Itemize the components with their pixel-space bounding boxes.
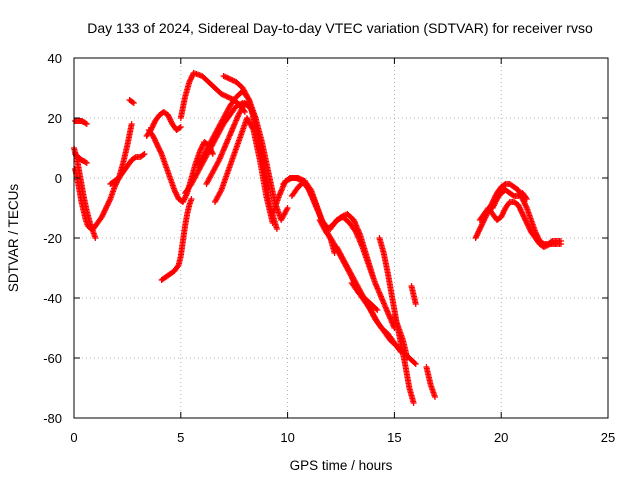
data-point	[431, 394, 438, 400]
chart-title: Day 133 of 2024, Sidereal Day-to-day VTE…	[87, 20, 593, 36]
x-tick-label: 0	[70, 430, 77, 445]
data-point	[176, 124, 183, 131]
data-point	[83, 160, 90, 166]
data-point	[412, 361, 419, 367]
series-arc-29	[489, 187, 530, 211]
series-arc-11	[177, 70, 248, 121]
data-points	[71, 70, 565, 406]
data-point	[209, 151, 216, 157]
series-arc-19	[288, 178, 398, 331]
series-arc-6	[107, 151, 148, 187]
series-arc-28	[476, 199, 565, 250]
series-arc-26	[423, 364, 438, 400]
x-tick-label: 20	[494, 430, 508, 445]
data-point	[217, 188, 224, 195]
y-tick-label: -80	[43, 411, 62, 426]
x-axis-label: GPS time / hours	[290, 458, 393, 473]
x-tick-label: 10	[280, 430, 294, 445]
y-tick-label: 20	[48, 111, 62, 126]
data-point	[523, 203, 530, 210]
y-axis-label: SDTVAR / TECUs	[6, 184, 21, 293]
data-point	[373, 306, 380, 312]
data-point	[411, 360, 418, 366]
data-point	[82, 120, 89, 127]
grid	[74, 58, 608, 418]
series-arc-25	[408, 283, 419, 307]
series-arc-24	[391, 313, 411, 361]
data-point	[92, 235, 99, 241]
data-point	[245, 95, 252, 102]
y-tick-label: 0	[55, 171, 62, 186]
y-tick-label: -40	[43, 291, 62, 306]
series-arc-3	[72, 151, 90, 166]
data-point	[273, 226, 280, 232]
data-point	[83, 121, 90, 127]
axis-ticks: 0 5 10 15 20 25 40 20 0 -20 -40 -60 -80	[43, 51, 615, 445]
data-point	[177, 124, 184, 130]
series-arc-5	[90, 121, 135, 232]
data-point	[412, 301, 419, 307]
data-point	[82, 159, 89, 166]
data-point	[374, 307, 381, 313]
data-point	[215, 158, 222, 165]
data-point	[129, 99, 136, 106]
x-tick-label: 25	[601, 430, 615, 445]
data-point	[128, 121, 135, 127]
data-point	[157, 149, 164, 156]
series-arc-22	[348, 280, 381, 313]
x-tick-label: 15	[387, 430, 401, 445]
data-point	[284, 205, 291, 211]
y-tick-label: -20	[43, 231, 62, 246]
data-point	[130, 100, 137, 106]
series-arc-7	[126, 97, 137, 106]
series-arc-4	[72, 166, 95, 232]
data-point	[174, 263, 181, 270]
data-point	[141, 151, 148, 157]
series-arc-15	[211, 115, 276, 226]
data-point	[283, 206, 290, 213]
series-arc-10	[158, 196, 195, 283]
series-arc-12	[182, 100, 259, 196]
data-point	[188, 196, 195, 202]
data-point	[523, 196, 530, 202]
x-tick-label: 5	[177, 430, 184, 445]
data-point	[522, 194, 529, 201]
series-arc-16	[220, 73, 291, 223]
y-tick-label: -60	[43, 351, 62, 366]
data-point	[269, 220, 276, 226]
series-arc-2	[72, 118, 90, 127]
data-point	[410, 400, 417, 406]
data-point	[558, 241, 565, 247]
data-point	[249, 125, 256, 132]
data-point	[140, 151, 147, 158]
data-point	[404, 355, 411, 361]
data-point	[106, 197, 113, 204]
series-arc-8	[143, 109, 184, 139]
y-tick-label: 40	[48, 51, 62, 66]
